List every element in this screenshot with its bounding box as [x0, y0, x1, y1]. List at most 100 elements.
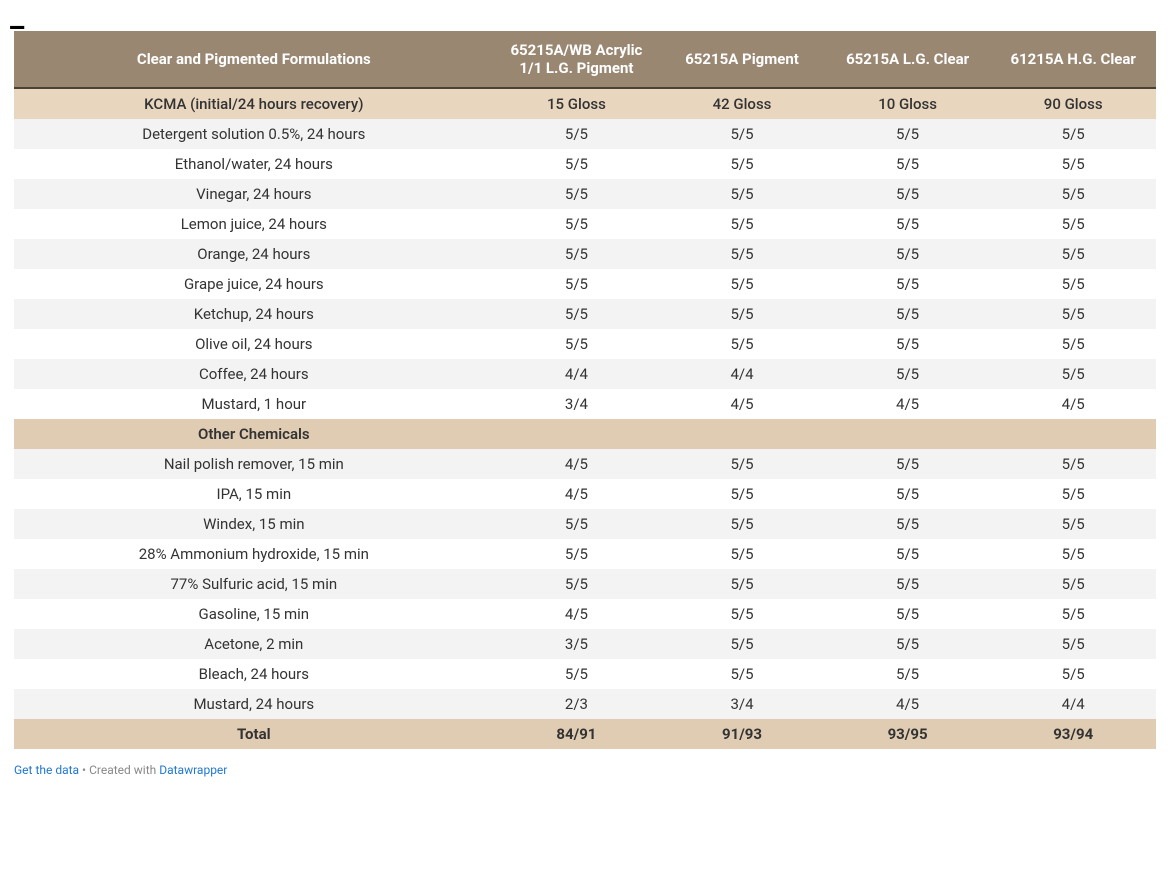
row-cell [990, 419, 1156, 449]
row-cell [825, 419, 991, 449]
row-cell: 15 Gloss [494, 88, 660, 119]
row-cell: 5/5 [494, 179, 660, 209]
chart-footer: Get the data • Created with Datawrapper [14, 763, 1156, 777]
row-cell: 5/5 [825, 119, 991, 149]
table-row: IPA, 15 min4/55/55/55/5 [14, 479, 1156, 509]
row-cell: 93/94 [990, 719, 1156, 749]
row-label: Detergent solution 0.5%, 24 hours [14, 119, 494, 149]
row-cell: 5/5 [659, 269, 825, 299]
row-label: Bleach, 24 hours [14, 659, 494, 689]
row-label: 77% Sulfuric acid, 15 min [14, 569, 494, 599]
row-cell: 5/5 [494, 239, 660, 269]
row-label: Ketchup, 24 hours [14, 299, 494, 329]
row-cell: 5/5 [825, 239, 991, 269]
row-cell: 4/5 [494, 599, 660, 629]
row-cell: 5/5 [825, 299, 991, 329]
row-cell: 5/5 [494, 149, 660, 179]
table-row: Ethanol/water, 24 hours5/55/55/55/5 [14, 149, 1156, 179]
row-cell: 4/5 [659, 389, 825, 419]
col-header-1: 65215A/WB Acrylic 1/1 L.G. Pigment [494, 31, 660, 88]
row-cell: 5/5 [659, 179, 825, 209]
formulation-table: Clear and Pigmented Formulations 65215A/… [14, 31, 1156, 749]
row-cell: 91/93 [659, 719, 825, 749]
row-cell: 10 Gloss [825, 88, 991, 119]
row-cell: 84/91 [494, 719, 660, 749]
row-cell: 5/5 [494, 329, 660, 359]
row-cell: 5/5 [659, 539, 825, 569]
row-cell: 5/5 [494, 299, 660, 329]
row-cell: 5/5 [659, 209, 825, 239]
table-row: Lemon juice, 24 hours5/55/55/55/5 [14, 209, 1156, 239]
row-cell: 5/5 [990, 209, 1156, 239]
row-cell: 5/5 [990, 239, 1156, 269]
row-cell: 3/4 [494, 389, 660, 419]
table-row: 77% Sulfuric acid, 15 min5/55/55/55/5 [14, 569, 1156, 599]
row-cell: 5/5 [825, 149, 991, 179]
row-label: Grape juice, 24 hours [14, 269, 494, 299]
footer-separator: • [79, 763, 89, 777]
row-cell: 4/5 [990, 389, 1156, 419]
row-cell: 5/5 [825, 359, 991, 389]
created-with-prefix: Created with [89, 763, 159, 777]
row-cell: 5/5 [659, 329, 825, 359]
row-cell: 5/5 [990, 479, 1156, 509]
row-cell: 5/5 [494, 509, 660, 539]
row-cell: 5/5 [990, 329, 1156, 359]
row-cell: 5/5 [990, 179, 1156, 209]
row-label: IPA, 15 min [14, 479, 494, 509]
row-label: Windex, 15 min [14, 509, 494, 539]
row-cell: 5/5 [990, 629, 1156, 659]
table-row: Acetone, 2 min3/55/55/55/5 [14, 629, 1156, 659]
row-cell: 5/5 [990, 659, 1156, 689]
row-cell: 3/4 [659, 689, 825, 719]
datawrapper-link[interactable]: Datawrapper [159, 763, 227, 777]
row-cell: 5/5 [990, 299, 1156, 329]
row-cell: 3/5 [494, 629, 660, 659]
page-root: – Clear and Pigmented Formulations 65215… [0, 0, 1170, 817]
row-cell: 42 Gloss [659, 88, 825, 119]
row-cell: 5/5 [659, 629, 825, 659]
row-cell: 5/5 [825, 629, 991, 659]
row-cell: 5/5 [990, 509, 1156, 539]
row-cell: 5/5 [825, 599, 991, 629]
row-cell: 5/5 [825, 509, 991, 539]
get-the-data-link[interactable]: Get the data [14, 763, 79, 777]
row-cell: 5/5 [825, 179, 991, 209]
table-row: Ketchup, 24 hours5/55/55/55/5 [14, 299, 1156, 329]
row-cell: 5/5 [825, 269, 991, 299]
row-label: Mustard, 24 hours [14, 689, 494, 719]
table-row: Nail polish remover, 15 min4/55/55/55/5 [14, 449, 1156, 479]
row-cell: 5/5 [825, 659, 991, 689]
col-header-4: 61215A H.G. Clear [990, 31, 1156, 88]
row-cell: 5/5 [494, 569, 660, 599]
table-row: Total84/9191/9393/9593/94 [14, 719, 1156, 749]
row-cell: 5/5 [990, 359, 1156, 389]
row-cell: 4/4 [494, 359, 660, 389]
row-cell: 4/5 [494, 449, 660, 479]
row-cell: 5/5 [494, 119, 660, 149]
row-cell: 5/5 [659, 569, 825, 599]
table-row: Other Chemicals [14, 419, 1156, 449]
row-label: Orange, 24 hours [14, 239, 494, 269]
row-label: Gasoline, 15 min [14, 599, 494, 629]
row-cell: 5/5 [659, 299, 825, 329]
table-row: 28% Ammonium hydroxide, 15 min5/55/55/55… [14, 539, 1156, 569]
row-label: Acetone, 2 min [14, 629, 494, 659]
row-cell [659, 419, 825, 449]
row-cell: 5/5 [990, 539, 1156, 569]
row-label: Vinegar, 24 hours [14, 179, 494, 209]
row-label: Lemon juice, 24 hours [14, 209, 494, 239]
table-body: KCMA (initial/24 hours recovery)15 Gloss… [14, 88, 1156, 749]
row-cell: 5/5 [659, 149, 825, 179]
row-label: Nail polish remover, 15 min [14, 449, 494, 479]
row-cell: 5/5 [825, 209, 991, 239]
row-label: Other Chemicals [14, 419, 494, 449]
row-cell: 5/5 [494, 539, 660, 569]
row-cell: 5/5 [659, 599, 825, 629]
col-header-3: 65215A L.G. Clear [825, 31, 991, 88]
row-cell: 93/95 [825, 719, 991, 749]
row-cell: 5/5 [659, 659, 825, 689]
row-cell: 5/5 [659, 449, 825, 479]
row-cell: 4/4 [659, 359, 825, 389]
row-label: 28% Ammonium hydroxide, 15 min [14, 539, 494, 569]
